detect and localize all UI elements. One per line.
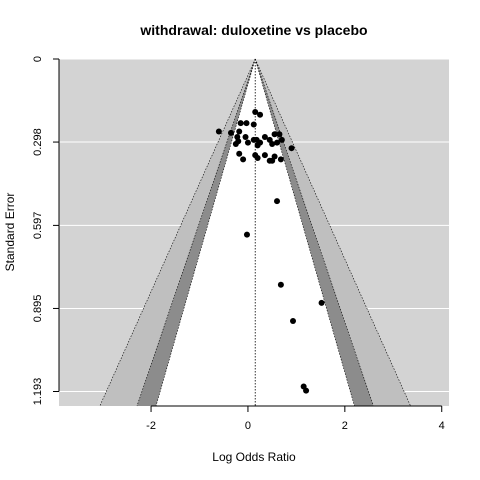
funnel-edge-1-left	[136, 58, 256, 407]
data-point-11	[242, 134, 249, 141]
data-point-36	[277, 281, 284, 288]
data-point-30	[240, 156, 247, 163]
x-tick-label: 4	[439, 420, 445, 432]
data-point-23	[254, 142, 261, 149]
data-point-37	[318, 299, 325, 306]
data-point-34	[274, 198, 281, 205]
x-tick-label: -2	[146, 420, 156, 432]
y-axis-label: Standard Error	[3, 193, 17, 272]
y-tick-label: 0.895	[32, 295, 44, 323]
funnel-edge-2-right	[254, 58, 411, 407]
data-point-3	[243, 120, 250, 127]
funnel-edges	[99, 58, 411, 407]
data-point-5	[215, 128, 222, 135]
data-points	[215, 108, 325, 394]
data-point-18	[244, 139, 251, 146]
data-point-27	[261, 152, 268, 159]
axes: -2 0 2 4 0 0.298 0.597 0.895 1.193	[32, 56, 445, 432]
data-point-2	[237, 120, 244, 127]
data-point-32	[269, 157, 276, 164]
funnel-edge-1-right	[254, 58, 374, 407]
y-tick-label: 0.298	[32, 128, 44, 156]
data-point-4	[250, 121, 257, 128]
funnel-edge-0-right	[254, 58, 355, 407]
data-point-22	[274, 139, 281, 146]
y-tick-label: 0.597	[32, 212, 44, 240]
data-point-9	[276, 131, 283, 138]
data-point-7	[236, 128, 243, 135]
y-tick-label: 1.193	[32, 378, 44, 406]
x-tick-label: 2	[342, 420, 348, 432]
data-point-16	[278, 136, 285, 143]
data-point-38	[290, 317, 296, 324]
chart-title: withdrawal: duloxetine vs placebo	[139, 22, 367, 38]
data-point-40	[303, 387, 310, 394]
funnel-region-inner	[155, 59, 355, 406]
data-point-12	[261, 134, 268, 141]
funnel-edge-2-left	[99, 58, 256, 407]
data-point-0	[252, 108, 259, 115]
data-point-28	[254, 154, 261, 161]
data-point-21	[269, 141, 276, 148]
data-point-6	[227, 129, 234, 136]
data-point-1	[257, 111, 264, 118]
x-tick-label: 0	[245, 420, 251, 432]
data-point-33	[277, 156, 284, 163]
funnel-edge-0-left	[155, 58, 256, 407]
data-point-25	[236, 150, 243, 157]
data-point-24	[288, 145, 295, 152]
x-axis-label: Log Odds Ratio	[212, 450, 296, 464]
data-point-8	[271, 131, 278, 138]
data-point-35	[243, 231, 250, 238]
y-tick-label: 0	[32, 56, 44, 62]
data-point-20	[232, 141, 239, 148]
